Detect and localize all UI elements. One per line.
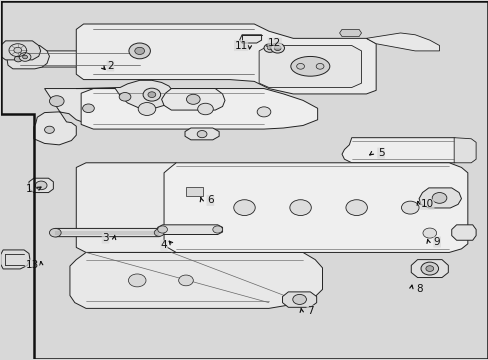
Circle shape — [49, 228, 61, 237]
Polygon shape — [76, 163, 176, 252]
Circle shape — [143, 88, 160, 101]
Circle shape — [431, 193, 446, 203]
Text: 8: 8 — [416, 284, 423, 294]
Text: 4: 4 — [161, 240, 167, 250]
Polygon shape — [341, 138, 467, 163]
Text: 2: 2 — [107, 61, 114, 71]
Polygon shape — [6, 45, 49, 69]
Polygon shape — [76, 24, 375, 94]
Polygon shape — [158, 225, 222, 234]
Circle shape — [425, 266, 433, 271]
Circle shape — [316, 63, 324, 69]
Polygon shape — [366, 33, 439, 51]
Polygon shape — [76, 80, 173, 109]
Text: 3: 3 — [102, 233, 109, 243]
Circle shape — [129, 43, 150, 59]
Circle shape — [289, 200, 311, 216]
Circle shape — [154, 229, 163, 236]
Polygon shape — [185, 187, 203, 196]
Circle shape — [292, 294, 306, 305]
Circle shape — [148, 92, 156, 98]
Polygon shape — [0, 250, 30, 269]
Circle shape — [138, 103, 156, 116]
Polygon shape — [451, 225, 475, 240]
Ellipse shape — [290, 57, 329, 76]
Circle shape — [82, 104, 94, 113]
Polygon shape — [453, 138, 475, 163]
Circle shape — [420, 262, 438, 275]
Circle shape — [14, 47, 21, 53]
Polygon shape — [0, 41, 41, 60]
Polygon shape — [109, 40, 171, 62]
Text: 6: 6 — [206, 195, 213, 206]
Circle shape — [422, 228, 436, 238]
Circle shape — [35, 181, 47, 190]
Circle shape — [274, 45, 281, 50]
Circle shape — [257, 107, 270, 117]
Polygon shape — [184, 128, 219, 140]
Text: 7: 7 — [306, 306, 313, 316]
Polygon shape — [157, 39, 183, 50]
Polygon shape — [418, 188, 461, 208]
Polygon shape — [52, 228, 162, 237]
Circle shape — [49, 96, 64, 107]
Circle shape — [197, 103, 213, 115]
Circle shape — [296, 63, 304, 69]
Circle shape — [264, 44, 275, 52]
Text: 5: 5 — [377, 148, 384, 158]
Text: 13: 13 — [26, 260, 39, 270]
Polygon shape — [29, 178, 53, 193]
Polygon shape — [339, 30, 361, 37]
Text: 12: 12 — [267, 38, 281, 48]
Polygon shape — [161, 89, 224, 110]
Circle shape — [22, 55, 27, 59]
Circle shape — [14, 56, 22, 62]
Polygon shape — [11, 53, 27, 65]
Polygon shape — [259, 45, 361, 87]
Circle shape — [128, 274, 146, 287]
Polygon shape — [34, 89, 127, 145]
Text: 9: 9 — [433, 237, 440, 247]
Polygon shape — [157, 51, 183, 62]
Polygon shape — [81, 89, 317, 129]
Circle shape — [233, 200, 255, 216]
Circle shape — [267, 46, 272, 50]
Text: 11: 11 — [234, 41, 247, 50]
Circle shape — [197, 131, 206, 138]
Polygon shape — [15, 51, 144, 67]
Polygon shape — [70, 252, 322, 309]
Text: 10: 10 — [420, 199, 433, 210]
Polygon shape — [410, 260, 447, 278]
Circle shape — [158, 226, 167, 233]
Circle shape — [401, 201, 418, 214]
Polygon shape — [163, 163, 467, 252]
Circle shape — [44, 126, 54, 134]
Circle shape — [119, 93, 131, 101]
Circle shape — [212, 226, 222, 233]
Circle shape — [270, 43, 284, 53]
Circle shape — [345, 200, 366, 216]
Circle shape — [135, 47, 144, 54]
Polygon shape — [282, 292, 316, 307]
Circle shape — [186, 94, 200, 104]
Polygon shape — [239, 35, 261, 43]
Circle shape — [19, 53, 31, 61]
Circle shape — [178, 275, 193, 286]
Text: 1: 1 — [25, 184, 32, 194]
